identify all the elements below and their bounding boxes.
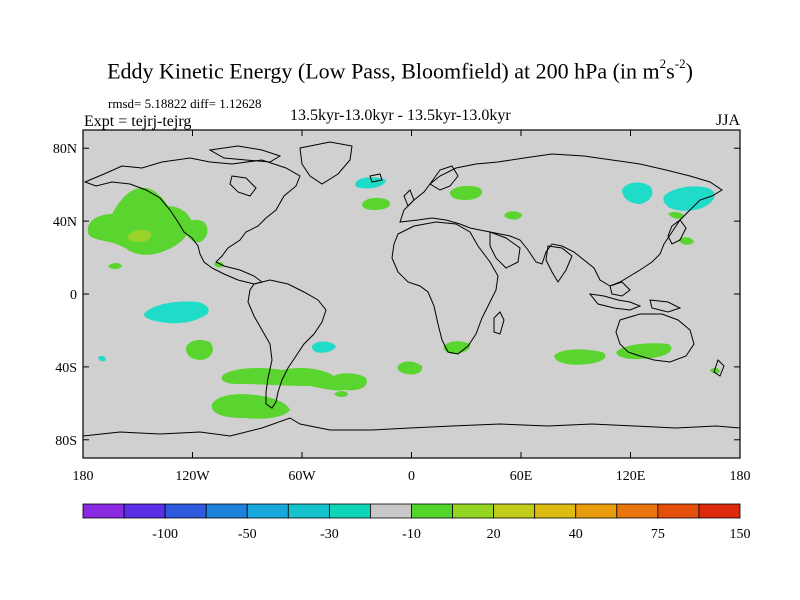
x-tick-label: 60W (288, 469, 316, 484)
anomaly-east-pacific-small (98, 355, 106, 362)
colorbar-swatch (657, 503, 700, 519)
coastline-arabia (489, 231, 521, 269)
coastline-antarctica (82, 417, 741, 437)
x-tick-label: 60E (510, 469, 533, 484)
colorbar-swatch (205, 503, 248, 519)
coastline-scandinavia (429, 165, 459, 191)
y-tick-label: 80S (55, 434, 77, 449)
coastline-india (545, 245, 573, 283)
anomaly-east-asia (678, 237, 694, 245)
title-close: ) (685, 58, 693, 84)
map-background (83, 130, 740, 458)
anomaly-south-africa (443, 341, 471, 354)
anomaly-europe (450, 185, 483, 200)
coastline-greenland (299, 141, 353, 185)
anomaly-caspian (504, 211, 522, 220)
x-tick-label: 180 (730, 469, 751, 484)
anomaly-australia-south (616, 343, 672, 360)
coastline-madagascar (493, 311, 505, 335)
coastline-iceland (369, 173, 383, 183)
colorbar-swatch (123, 503, 166, 519)
colorbar-swatch (370, 503, 412, 519)
coastline-japan (667, 219, 687, 245)
coastline-north-america (83, 157, 301, 285)
season-label: JJA (716, 112, 741, 129)
experiment-label: Expt = tejrj-tejrg (84, 113, 192, 130)
colorbar-swatch (698, 503, 741, 519)
colorbar-label: -100 (152, 527, 178, 542)
colorbar-swatch (82, 503, 125, 519)
colorbar-swatch (287, 503, 330, 519)
y-tick-label: 40S (55, 361, 77, 376)
colorbar: -100 -50 -30 -10 20 40 75 150 (82, 503, 751, 542)
period-label: 13.5kyr-13.0kyr - 13.5kyr-13.0kyr (290, 107, 511, 124)
colorbar-label: 40 (569, 527, 583, 542)
coastline-australia (615, 313, 695, 363)
plot-title: Eddy Kinetic Energy (Low Pass, Bloomfiel… (0, 56, 800, 84)
y-tick-label: 0 (70, 288, 77, 303)
anomaly-south-africa-west (397, 361, 423, 375)
colorbar-label: 20 (487, 527, 501, 542)
anomaly-indian-ocean (554, 349, 606, 365)
colorbar-swatch (534, 503, 577, 519)
anomaly-south-atlantic (221, 368, 367, 391)
x-tick-label: 120W (175, 469, 210, 484)
coastline-new-zealand (713, 359, 725, 377)
coastline-arctic-islands (208, 145, 282, 163)
anomaly-gulf-small (214, 261, 224, 268)
positive-anomaly-regions (87, 185, 720, 419)
title-sup1: 2 (659, 56, 667, 71)
colorbar-label: -30 (320, 527, 339, 542)
coastline-south-america (247, 279, 327, 409)
colorbar-swatch (246, 503, 289, 519)
colorbar-label: -50 (238, 527, 257, 542)
anomaly-japan (668, 211, 684, 219)
colorbar-swatch (411, 503, 453, 519)
colorbar-label: 75 (651, 527, 665, 542)
axis-ticks: 180 120W 60W 0 60E 120E 180 80N 40N 0 40S 80S (53, 130, 751, 484)
coastline-hudson-bay (229, 175, 257, 197)
x-tick-label: 120E (616, 469, 646, 484)
anomaly-south-pacific (186, 340, 213, 360)
title-text: Eddy Kinetic Energy (Low Pass, Bloomfiel… (107, 58, 660, 84)
colorbar-label: -10 (402, 527, 421, 542)
anomaly-south-america-east (312, 341, 336, 353)
y-tick-label: 80N (53, 142, 77, 157)
colorbar-label: 150 (730, 527, 751, 542)
x-tick-label: 0 (408, 469, 415, 484)
coastline-new-guinea (649, 299, 682, 313)
colorbar-swatch (328, 503, 371, 519)
y-tick-label: 40N (53, 215, 77, 230)
anomaly-siberia (622, 182, 653, 204)
anomaly-north-pacific-core (127, 229, 152, 242)
anomaly-drake-passage (211, 394, 290, 419)
x-tick-label: 180 (73, 469, 94, 484)
title-sup2: -2 (674, 56, 686, 71)
title-mid: s (666, 58, 675, 84)
anomaly-kamchatka (663, 186, 715, 211)
coastline-uk (403, 189, 415, 207)
anomaly-tropical-pacific (144, 301, 209, 324)
stats-text: rmsd= 5.18822 diff= 1.12628 (108, 96, 262, 111)
negative-anomaly-regions (98, 177, 715, 362)
colorbar-swatch (493, 503, 536, 519)
colorbar-swatch (575, 503, 618, 519)
anomaly-greenland-sea (355, 177, 386, 189)
coastline-borneo (609, 281, 631, 297)
coastline-eurasia (399, 153, 723, 287)
anomaly-pacific-small (108, 263, 122, 269)
coastline-africa (391, 221, 499, 355)
colorbar-swatch (164, 503, 207, 519)
colorbar-swatch (616, 503, 659, 519)
coastlines (82, 141, 741, 437)
coastline-indonesia (588, 293, 642, 311)
anomaly-atlantic-small (334, 391, 348, 397)
colorbar-swatch (452, 503, 495, 519)
anomaly-north-atlantic (362, 197, 391, 210)
